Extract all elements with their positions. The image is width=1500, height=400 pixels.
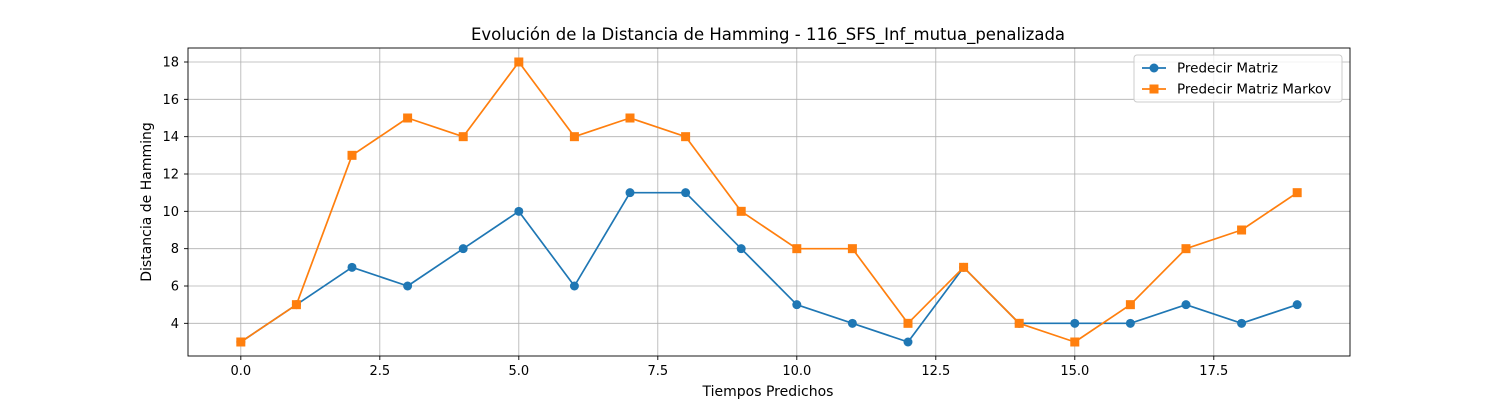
y-tick-label: 12 bbox=[162, 168, 179, 183]
x-tick-label: 10.0 bbox=[782, 364, 811, 379]
data-point bbox=[681, 132, 691, 142]
y-tick-label: 18 bbox=[162, 56, 179, 71]
series-layer bbox=[236, 57, 1302, 347]
y-tick-label: 10 bbox=[162, 205, 179, 220]
data-point bbox=[681, 188, 691, 198]
x-tick-label: 0.0 bbox=[230, 364, 251, 379]
legend: Predecir Matriz Predecir Matriz Markov bbox=[1133, 54, 1343, 103]
x-axis-label: Tiempos Predichos bbox=[702, 384, 834, 400]
y-tick-label: 14 bbox=[162, 130, 179, 145]
legend-marker bbox=[1149, 63, 1159, 73]
data-point bbox=[236, 337, 246, 347]
data-point bbox=[903, 318, 913, 328]
y-tick-label: 6 bbox=[171, 280, 179, 295]
data-point bbox=[736, 206, 746, 216]
x-tick-label: 15.0 bbox=[1060, 364, 1089, 379]
data-point bbox=[792, 244, 802, 254]
series-line bbox=[240, 191, 1298, 343]
data-point bbox=[1125, 300, 1135, 310]
y-axis-label: Distancia de Hamming bbox=[139, 122, 155, 282]
x-tick-label: 5.0 bbox=[508, 364, 529, 379]
y-tick-label: 4 bbox=[171, 317, 179, 332]
chart-title: Evolución de la Distancia de Hamming - 1… bbox=[471, 25, 1065, 45]
data-point bbox=[514, 57, 524, 67]
data-point bbox=[1292, 300, 1302, 310]
data-point bbox=[847, 244, 857, 254]
data-point bbox=[403, 113, 413, 123]
data-point bbox=[959, 262, 969, 272]
data-point bbox=[458, 132, 468, 142]
series-2 bbox=[236, 57, 1302, 347]
data-point bbox=[569, 132, 579, 142]
data-point bbox=[569, 281, 579, 291]
y-tick-label: 8 bbox=[171, 242, 179, 257]
x-tick-label: 7.5 bbox=[647, 364, 668, 379]
data-point bbox=[1125, 318, 1135, 328]
data-point bbox=[1237, 225, 1247, 235]
data-point bbox=[625, 113, 635, 123]
data-point bbox=[903, 337, 913, 347]
data-point bbox=[1181, 244, 1191, 254]
ticks: 0.0 2.5 5.0 7.5 10.0 12.5 15.0 17.5 4 6 8 10 12 14 16 1… bbox=[162, 56, 1228, 380]
data-point bbox=[736, 244, 746, 254]
legend-item: Predecir Matriz Markov bbox=[1142, 82, 1331, 98]
data-point bbox=[792, 300, 802, 310]
y-tick-label: 16 bbox=[162, 93, 179, 108]
legend-label: Predecir Matriz Markov bbox=[1177, 82, 1331, 98]
data-point bbox=[1181, 300, 1191, 310]
data-point bbox=[1014, 318, 1024, 328]
x-tick-label: 12.5 bbox=[921, 364, 950, 379]
data-point bbox=[347, 150, 357, 160]
legend-item: Predecir Matriz bbox=[1142, 61, 1278, 77]
data-point bbox=[1292, 188, 1302, 198]
series-line bbox=[240, 61, 1298, 343]
data-point bbox=[625, 188, 635, 198]
data-point bbox=[458, 244, 468, 254]
data-point bbox=[847, 318, 857, 328]
x-tick-label: 2.5 bbox=[369, 364, 390, 379]
legend-marker bbox=[1149, 84, 1159, 94]
data-point bbox=[403, 281, 413, 291]
data-point bbox=[347, 262, 357, 272]
grid bbox=[188, 48, 1350, 356]
data-point bbox=[1070, 337, 1080, 347]
x-tick-label: 17.5 bbox=[1199, 364, 1228, 379]
axes bbox=[187, 47, 1351, 357]
legend-label: Predecir Matriz bbox=[1177, 61, 1278, 77]
legend-box bbox=[1133, 54, 1343, 103]
data-point bbox=[1070, 318, 1080, 328]
data-point bbox=[291, 300, 301, 310]
data-point bbox=[514, 206, 524, 216]
plot-frame bbox=[187, 47, 1351, 357]
data-point bbox=[1237, 318, 1247, 328]
